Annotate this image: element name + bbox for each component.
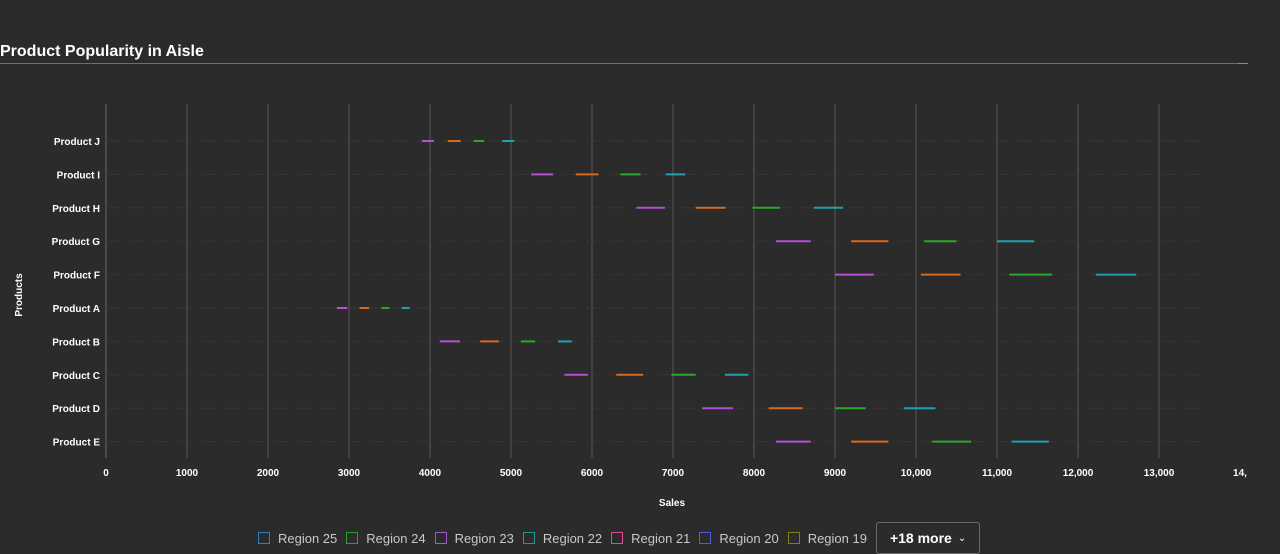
y-category-label: Product B <box>52 337 100 348</box>
y-category-label: Product H <box>52 204 100 215</box>
legend-swatch <box>258 532 270 544</box>
x-axis-title: Sales <box>659 498 686 509</box>
x-tick-label: 9000 <box>824 468 847 479</box>
legend-item[interactable]: Region 19 <box>787 530 867 546</box>
legend-item[interactable]: Region 21 <box>611 531 690 546</box>
legend-label: Region 21 <box>631 530 691 546</box>
chart-panel <box>0 0 1238 554</box>
legend-item[interactable]: Region 23 <box>434 530 514 546</box>
legend-item[interactable]: Region 24 <box>346 530 426 546</box>
more-legend-label: +18 more <box>889 530 952 546</box>
y-category-label: Product G <box>52 237 101 248</box>
x-tick-label: 12,000 <box>1063 468 1094 479</box>
y-category-label: Product J <box>54 137 100 148</box>
y-axis-labels: Product J Product I Product H Product G Prod… <box>52 137 101 449</box>
legend-item[interactable]: Region 25 <box>258 531 337 546</box>
title-divider-tail <box>1238 63 1248 64</box>
legend-item[interactable]: Region 22 <box>522 530 603 546</box>
x-axis-labels: 0 1000 2000 3000 4000 5000 6000 7000 8000 9000 10,… <box>103 468 1247 479</box>
legend-swatch <box>434 532 447 544</box>
page-title: Product Popularity in Aisle <box>0 43 204 60</box>
y-category-label: Product C <box>52 371 100 382</box>
x-tick-label: 4000 <box>419 468 442 479</box>
x-tick-label: 8000 <box>743 468 766 479</box>
legend-item[interactable]: Region 20 <box>699 530 779 546</box>
x-tick-label: 11,000 <box>982 468 1012 479</box>
y-axis-title: Products <box>14 273 25 317</box>
x-tick-label: 7000 <box>662 468 685 479</box>
legend-swatch <box>346 532 359 544</box>
legend-label: Region 25 <box>278 530 338 546</box>
x-tick-label: 3000 <box>338 468 361 479</box>
y-category-label: Product F <box>53 271 100 282</box>
x-tick-label: 14, <box>1233 468 1247 479</box>
grid-lines <box>105 104 1160 458</box>
legend-swatch <box>787 532 800 544</box>
x-tick-label: 6000 <box>581 468 604 479</box>
more-legend-button[interactable]: +18 more ⌄ <box>875 522 981 554</box>
x-tick-label: 5000 <box>500 468 523 479</box>
legend-label: Region 23 <box>454 530 514 546</box>
x-tick-label: 2000 <box>257 468 280 479</box>
data-ranges <box>106 140 1208 443</box>
y-category-label: Product E <box>53 438 101 449</box>
range-chart: Product J Product I Product H Product G Prod… <box>14 104 1247 509</box>
x-tick-label: 10,000 <box>901 468 932 479</box>
y-category-label: Product A <box>53 304 100 315</box>
legend-label: Region 20 <box>719 530 779 546</box>
legend-swatch <box>699 532 712 544</box>
title-divider <box>0 63 1238 64</box>
x-tick-label: 0 <box>103 468 109 479</box>
legend-swatch <box>611 532 624 544</box>
legend-label: Region 19 <box>807 530 867 546</box>
legend-swatch <box>522 532 535 544</box>
y-category-label: Product D <box>52 404 100 415</box>
legend: Region 25 Region 24 Region 23 Region 22 Regi… <box>258 522 981 554</box>
legend-label: Region 24 <box>366 530 426 546</box>
legend-label: Region 22 <box>542 530 603 546</box>
y-category-label: Product I <box>57 170 101 181</box>
x-tick-label: 1000 <box>176 468 199 479</box>
chevron-down-icon: ⌄ <box>957 532 967 544</box>
x-tick-label: 13,000 <box>1144 468 1175 479</box>
